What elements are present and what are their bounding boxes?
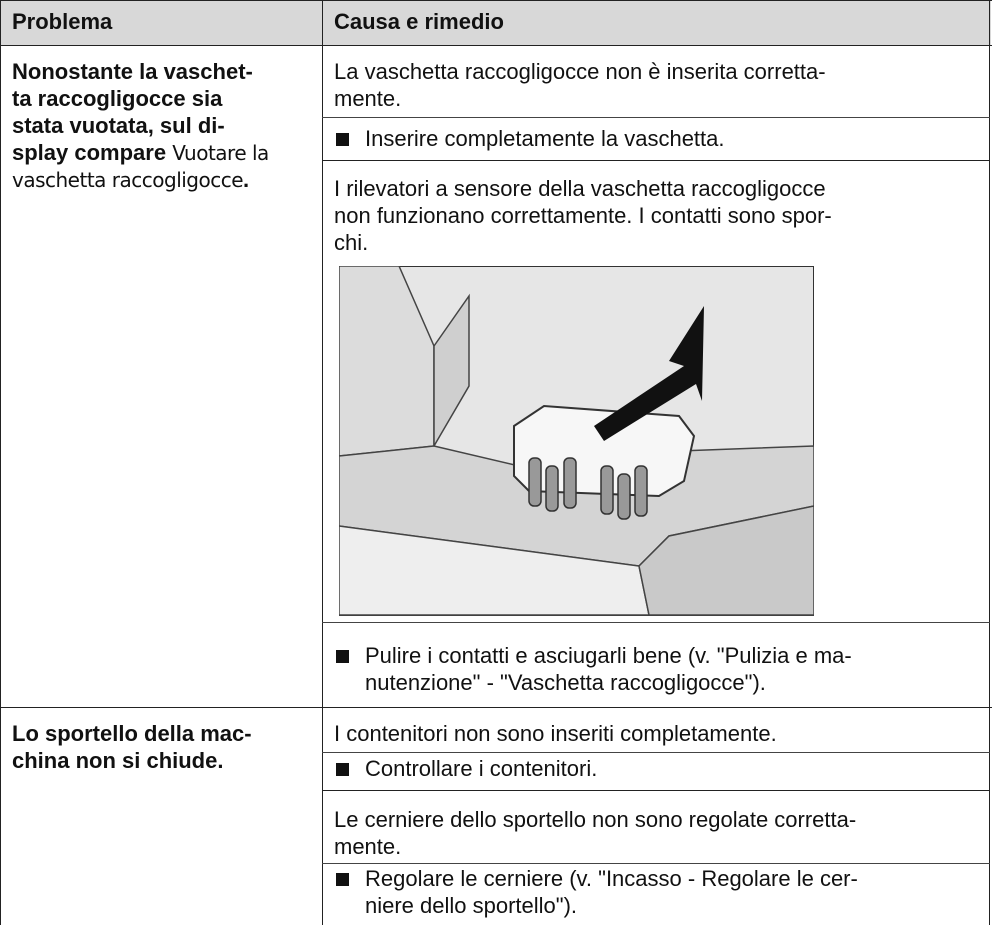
cause-line: non funzionano correttamente. I contatti… — [334, 203, 832, 228]
problem-line: china non si chiude. — [12, 748, 224, 773]
bullet — [336, 763, 349, 776]
border — [989, 0, 990, 925]
row-separator — [0, 707, 992, 708]
problem-text: . — [243, 167, 250, 192]
cause-line: mente. — [334, 834, 402, 859]
problem-line: splay compare Vuotare la — [12, 140, 269, 166]
rule — [322, 117, 990, 118]
header-cell: Problema — [12, 9, 113, 34]
cause-line: La vaschetta raccogligocce non è inserit… — [334, 59, 826, 84]
problem-line: Nonostante la vaschet- — [12, 59, 253, 84]
problem-line: vaschetta raccogligocce. — [12, 167, 249, 193]
problem-line: stata vuotata, sul di- — [12, 113, 225, 138]
cause-line: mente. — [334, 86, 402, 111]
bullet — [336, 873, 349, 886]
contacts — [528, 457, 648, 520]
remedy-line: Regolare le cerniere (v. "Incasso - Rego… — [365, 866, 858, 891]
border — [0, 45, 992, 46]
remedy-line: niere dello sportello"). — [365, 893, 578, 918]
remedy-line: Pulire i contatti e asciugarli bene (v. … — [365, 643, 852, 668]
bullet — [336, 650, 349, 663]
shape — [433, 293, 470, 449]
display-text: vaschetta raccogligocce — [12, 168, 244, 192]
cause-line: chi. — [334, 230, 369, 255]
cause-line: I contenitori non sono inseriti completa… — [334, 721, 777, 746]
problem-line: ta raccogligocce sia — [12, 86, 223, 111]
border — [0, 0, 1, 925]
sensor — [513, 404, 696, 498]
cause-line: I rilevatori a sensore della vaschetta r… — [334, 176, 826, 201]
entry-separator — [322, 160, 990, 161]
problem-text: splay compare — [12, 140, 167, 165]
shape — [638, 505, 814, 616]
cause-line: Le cerniere dello sportello non sono reg… — [334, 807, 857, 832]
border — [0, 0, 992, 1]
remedy-line: Controllare i contenitori. — [365, 756, 598, 781]
remedy-line: Inserire completamente la vaschetta. — [365, 126, 725, 151]
rule — [322, 863, 990, 864]
problem-line: Lo sportello della mac- — [12, 721, 252, 746]
header-cell: Causa e rimedio — [334, 9, 504, 34]
illustration — [339, 266, 814, 616]
entry-separator — [322, 790, 990, 791]
remedy-line: nutenzione" - "Vaschetta raccogligocce")… — [365, 670, 766, 695]
rule — [322, 622, 990, 623]
arrow — [594, 306, 704, 441]
display-text: Vuotare la — [172, 141, 269, 165]
border — [322, 0, 323, 925]
rule — [322, 752, 990, 753]
bullet — [336, 133, 349, 146]
header-row — [0, 0, 991, 45]
